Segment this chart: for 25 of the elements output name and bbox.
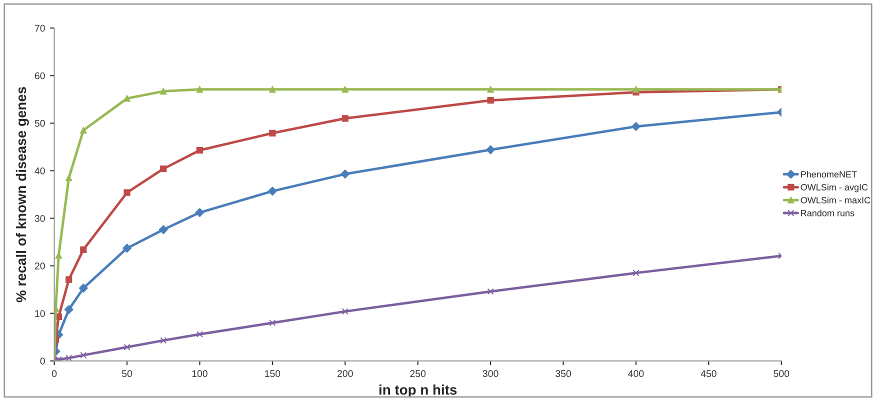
y-tick-label: 40: [34, 167, 45, 174]
y-axis-title: % recall of known disease genes: [16, 86, 29, 302]
x-tick-label: 400: [628, 370, 644, 378]
x-tick-label: 0: [52, 370, 57, 378]
x-tick-label: 50: [122, 370, 132, 378]
legend-label: Random runs: [801, 210, 854, 216]
legend-label: PhenomeNET: [801, 170, 857, 178]
y-tick-label: 10: [35, 310, 45, 317]
legend-label: OWLSim - maxIC: [800, 196, 870, 204]
y-tick-label: 50: [34, 120, 45, 127]
y-tick-label: 20: [34, 262, 45, 270]
x-tick-label: 300: [482, 370, 498, 378]
y-tick-label: 60: [34, 72, 45, 80]
x-tick-label: 100: [192, 370, 208, 378]
y-tick-label: 70: [34, 24, 45, 32]
x-tick-label: 500: [774, 370, 790, 378]
x-tick-label: 150: [265, 370, 280, 378]
x-tick-label: 200: [338, 370, 353, 378]
y-tick-label: 30: [34, 214, 45, 222]
legend-label: OWLSim - avgIC: [800, 184, 868, 192]
x-tick-label: 450: [700, 370, 716, 378]
x-tick-label: 350: [556, 370, 571, 378]
x-tick-label: 250: [410, 370, 426, 378]
y-tick-label: 0: [40, 358, 45, 365]
x-axis-title: in top n hits: [379, 384, 457, 398]
